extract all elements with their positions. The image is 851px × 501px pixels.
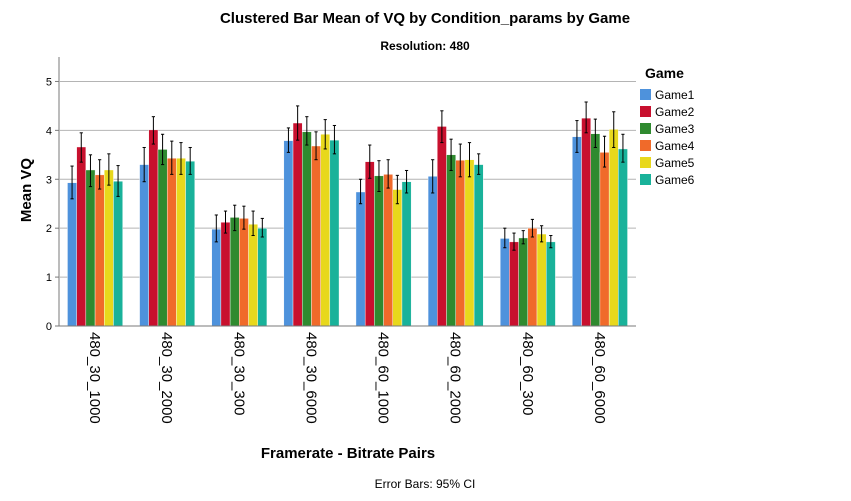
x-tick-label: 480_30_300 xyxy=(230,332,247,415)
bar xyxy=(113,181,123,327)
bar xyxy=(618,148,628,327)
bar xyxy=(383,174,393,327)
chart-title: Clustered Bar Mean of VQ by Condition_pa… xyxy=(220,10,630,27)
legend-label: Game2 xyxy=(655,105,695,119)
legend-swatch xyxy=(640,106,651,117)
y-tick-label: 0 xyxy=(46,321,52,333)
x-tick-label: 480_30_6000 xyxy=(302,332,319,424)
bar xyxy=(355,191,366,327)
bar xyxy=(590,133,601,327)
bar xyxy=(220,222,231,327)
legend-label: Game1 xyxy=(655,88,695,102)
y-tick-label: 1 xyxy=(46,272,52,284)
bar xyxy=(437,126,447,327)
bar xyxy=(364,161,375,327)
y-tick-label: 3 xyxy=(46,174,52,186)
bar xyxy=(500,238,510,327)
bar xyxy=(546,241,556,327)
legend-swatch xyxy=(640,157,651,168)
bar xyxy=(599,152,610,327)
bar xyxy=(257,227,268,327)
bar xyxy=(148,129,159,327)
y-tick-label: 5 xyxy=(46,76,52,88)
x-tick-label: 480_30_1000 xyxy=(86,332,103,424)
bar xyxy=(536,233,547,327)
chart-subtitle: Resolution: 480 xyxy=(380,39,470,53)
bar xyxy=(427,176,438,327)
bar xyxy=(85,169,96,327)
y-tick-label: 4 xyxy=(46,125,52,137)
bar xyxy=(572,136,582,327)
bar xyxy=(302,131,312,327)
bar xyxy=(320,134,331,327)
bar xyxy=(248,224,258,327)
bar xyxy=(67,182,77,327)
bar xyxy=(401,181,412,327)
x-tick-label: 480_60_300 xyxy=(519,332,536,415)
legend-label: Game5 xyxy=(655,156,695,170)
legend: Game1 Game2 Game3 Game4 Game5 Game6 xyxy=(640,88,695,187)
legend-title: Game xyxy=(645,65,684,81)
bar xyxy=(392,189,403,327)
x-tick-label: 480_60_2000 xyxy=(447,332,464,424)
legend-label: Game4 xyxy=(655,139,695,153)
bar xyxy=(509,241,519,327)
bar xyxy=(185,160,195,327)
legend-label: Game6 xyxy=(655,173,695,187)
x-tick-label: 480_60_6000 xyxy=(591,332,608,424)
bar xyxy=(229,217,240,327)
bar xyxy=(455,159,466,327)
plot-area: 0 1 2 3 4 5 480_30_1000 480_30_2000 480_30_300 48… xyxy=(46,57,636,424)
bar xyxy=(104,169,114,327)
bar xyxy=(292,122,303,327)
bar xyxy=(166,158,177,327)
bar xyxy=(527,227,538,327)
bar xyxy=(239,218,249,327)
bar xyxy=(139,164,149,327)
bar xyxy=(581,117,591,327)
bar xyxy=(311,145,321,327)
bar xyxy=(157,149,168,327)
y-tick-label: 2 xyxy=(46,223,52,235)
legend-swatch xyxy=(640,140,651,151)
bar xyxy=(76,146,87,327)
x-tick-label: 480_60_1000 xyxy=(375,332,392,424)
bar xyxy=(473,164,484,327)
x-tick-label: 480_30_2000 xyxy=(158,332,175,424)
x-axis-label: Framerate - Bitrate Pairs xyxy=(261,445,435,462)
legend-swatch xyxy=(640,174,651,185)
bar xyxy=(211,228,222,327)
bar xyxy=(374,175,384,327)
bar xyxy=(464,159,475,327)
legend-label: Game3 xyxy=(655,122,695,136)
bar xyxy=(518,237,529,327)
legend-swatch xyxy=(640,123,651,134)
bar xyxy=(329,139,340,327)
footnote: Error Bars: 95% CI xyxy=(375,477,476,491)
bar xyxy=(446,154,456,327)
bar xyxy=(608,129,619,327)
bar xyxy=(176,158,186,327)
y-axis-label: Mean VQ xyxy=(18,158,35,223)
bar xyxy=(94,174,105,327)
bar xyxy=(283,140,294,327)
legend-swatch xyxy=(640,89,651,100)
